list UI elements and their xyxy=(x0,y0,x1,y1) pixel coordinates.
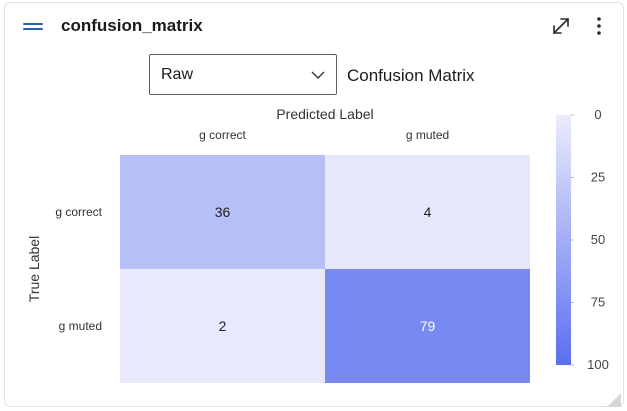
more-options-icon[interactable] xyxy=(592,15,606,37)
cell-value-label: 2 xyxy=(219,318,227,334)
colorbar-tick-label: 25 xyxy=(591,170,605,185)
card-title: confusion_matrix xyxy=(61,16,203,35)
heatmap-cell xyxy=(120,269,325,383)
x-tick-label: g correct xyxy=(199,128,246,142)
normalization-select[interactable]: Raw xyxy=(149,54,337,95)
colorbar-tick-label: 0 xyxy=(594,107,601,122)
cell-value-label: 36 xyxy=(215,204,231,220)
heatmap-cell xyxy=(325,269,530,383)
cell-value-label: 79 xyxy=(420,318,436,334)
colorbar xyxy=(556,115,571,365)
card-header: confusion_matrix xyxy=(5,3,623,49)
cell-value-label: 4 xyxy=(424,204,432,220)
colorbar-tick-label: 75 xyxy=(591,295,605,310)
heatmap-cell xyxy=(120,155,325,269)
expand-icon[interactable] xyxy=(551,16,571,36)
heatmap-cell xyxy=(325,155,530,269)
y-axis-title: True Label xyxy=(26,236,42,302)
x-axis-title: Predicted Label xyxy=(276,106,373,122)
drag-handle-icon[interactable] xyxy=(23,21,45,33)
x-tick-label: g muted xyxy=(406,128,449,142)
y-tick-label: g muted xyxy=(59,319,102,333)
normalization-select-value: Raw xyxy=(161,66,194,83)
resize-grip-icon[interactable] xyxy=(605,391,621,407)
colorbar-tick-label: 50 xyxy=(591,232,605,247)
colorbar-tick-label: 100 xyxy=(587,357,609,372)
chart-title: Confusion Matrix xyxy=(347,66,475,85)
y-tick-label: g correct xyxy=(55,205,102,219)
chevron-down-icon xyxy=(311,71,325,79)
